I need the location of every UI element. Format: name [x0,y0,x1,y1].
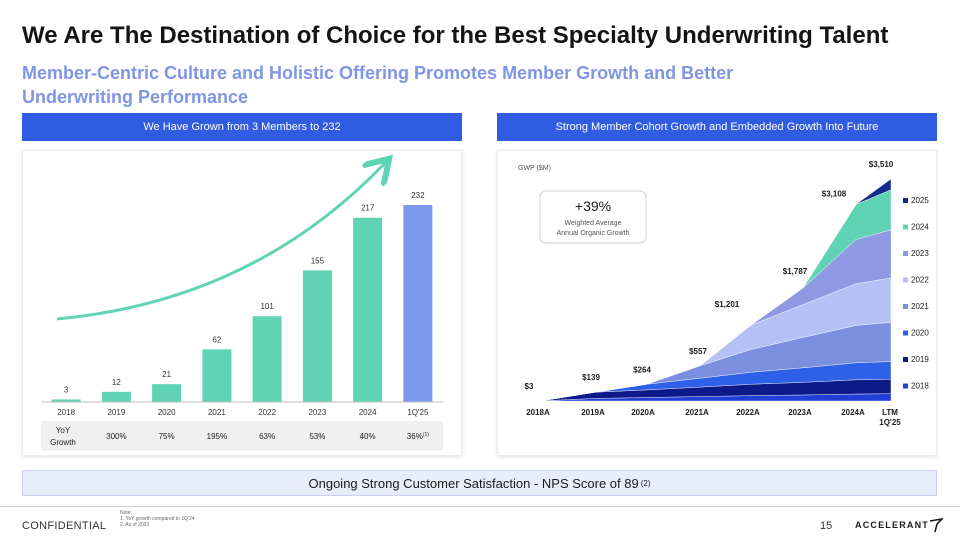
logo-text: ACCELERANT [855,520,929,530]
legend-swatch-2022 [903,277,908,283]
legend-label-2019: 2019 [911,355,929,364]
bar-2022 [252,316,282,402]
page-subtitle: Member-Centric Culture and Holistic Offe… [22,63,734,107]
nps-footnote: (2) [640,478,651,488]
bar-2021 [202,349,232,402]
x-tick-label: 2024A [841,408,865,417]
bar-value-label: 62 [212,335,221,344]
x-tick-label: 2022A [736,408,760,417]
accelerant-logo: ACCELERANT [855,517,943,533]
legend-label-2025: 2025 [911,196,929,205]
x-tick-label: 1Q'25 [407,408,429,417]
total-value-label: $3,510 [869,160,894,169]
x-tick-label: 2024 [359,408,377,417]
total-value-label: $1,201 [715,300,740,309]
x-tick-label: 2023 [308,408,326,417]
yoy-label-line1: YoY [56,426,71,435]
legend-label-2023: 2023 [911,249,929,258]
yoy-row-background [41,421,443,451]
bar-1Q'25 [403,205,433,402]
x-tick-label: 2020 [158,408,176,417]
gwp-panel-header: Strong Member Cohort Growth and Embedded… [497,113,937,141]
x-tick-label: 2019 [107,408,125,417]
gwp-unit-label: GWP ($M) [518,165,551,172]
legend-label-2022: 2022 [911,276,929,285]
gwp-chart-panel: GWP ($M) +39% Weighted Average Annual Or… [497,150,937,456]
legend-label-2021: 2021 [911,302,929,311]
x-tick-label: 2020A [631,408,655,417]
bar-2019 [101,391,131,402]
yoy-value: 40% [360,432,376,441]
note-title: Note: [120,510,132,516]
legend-swatch-2023 [903,251,908,256]
bar-2024 [353,217,383,402]
bar-2018 [51,399,81,402]
footnotes: Note: 1. YoY growth compared to 1Q'24 2.… [120,510,195,528]
yoy-value: 195% [207,432,227,441]
yoy-value: 53% [309,432,325,441]
growth-arrow [56,163,385,321]
bar-value-label: 101 [260,302,274,311]
page-number: 15 [820,520,833,532]
x-tick-label: 2018 [57,408,75,417]
bar-value-label: 217 [361,204,375,213]
logo-mark-icon [929,518,943,533]
legend-swatch-2024 [903,224,908,230]
bar-value-label: 155 [311,256,325,265]
total-value-label: $3 [525,382,534,391]
members-bar-chart: 3 12 21 62 101 155 217 232 2018 2019 2020 2021 2022… [41,151,443,451]
legend-label-2020: 2020 [911,329,929,338]
confidential-label: CONFIDENTIAL [22,520,107,532]
x-tick-label: 2021A [685,408,709,417]
nps-banner: Ongoing Strong Customer Satisfaction - N… [22,470,937,496]
growth-callout-line2: Annual Organic Growth [557,230,630,237]
yoy-value: 36%(1) [407,432,429,441]
total-value-label: $264 [633,365,651,374]
yoy-value: 63% [259,432,275,441]
note-2: 2. As of 2023 [120,522,150,528]
bar-value-label: 232 [411,191,425,200]
yoy-value: 75% [159,432,175,441]
legend-swatch-2020 [903,330,908,336]
yoy-footnote: (1) [423,432,429,438]
x-tick-label: LTM 1Q'25 [879,408,901,427]
total-value-label: $557 [689,347,707,356]
note-1: 1. YoY growth compared to 1Q'24 [120,516,195,522]
x-tick-label: 2021 [208,408,226,417]
x-tick-label: 2023A [788,408,812,417]
legend-swatch-2019 [903,357,908,362]
bar-value-label: 21 [162,370,171,379]
bar-value-label: 3 [64,385,69,394]
bar-2023 [302,270,332,402]
members-panel-header: We Have Grown from 3 Members to 232 [22,113,462,141]
growth-callout-value: +39% [575,198,611,214]
area-series-2025 [540,178,892,402]
bar-2020 [152,384,182,402]
x-tick-label: 2022 [258,408,276,417]
x-tick-label: 2019A [581,408,605,417]
bar-value-label: 12 [112,378,121,387]
footer-divider [0,506,960,507]
page-title: We Are The Destination of Choice for the… [22,22,889,49]
members-chart-panel: 3 12 21 62 101 155 217 232 2018 2019 2020 2021 2022… [22,150,462,456]
growth-callout-line1: Weighted Average [565,220,622,227]
legend-swatch-2025 [903,198,908,203]
yoy-value: 300% [106,432,126,441]
legend-label-2024: 2024 [911,223,929,232]
yoy-label-line2: Growth [50,438,76,447]
legend-swatch-2021 [903,304,908,309]
legend-label-2018: 2018 [911,382,929,391]
total-value-label: $3,108 [822,189,847,198]
gwp-area-chart: GWP ($M) +39% Weighted Average Annual Or… [518,160,929,427]
growth-callout-box [539,190,647,244]
total-value-label: $1,787 [783,267,808,276]
nps-text: Ongoing Strong Customer Satisfaction - N… [308,475,639,491]
total-value-label: $139 [582,373,600,382]
x-tick-label: 2018A [526,408,550,417]
legend-swatch-2018 [903,383,908,389]
